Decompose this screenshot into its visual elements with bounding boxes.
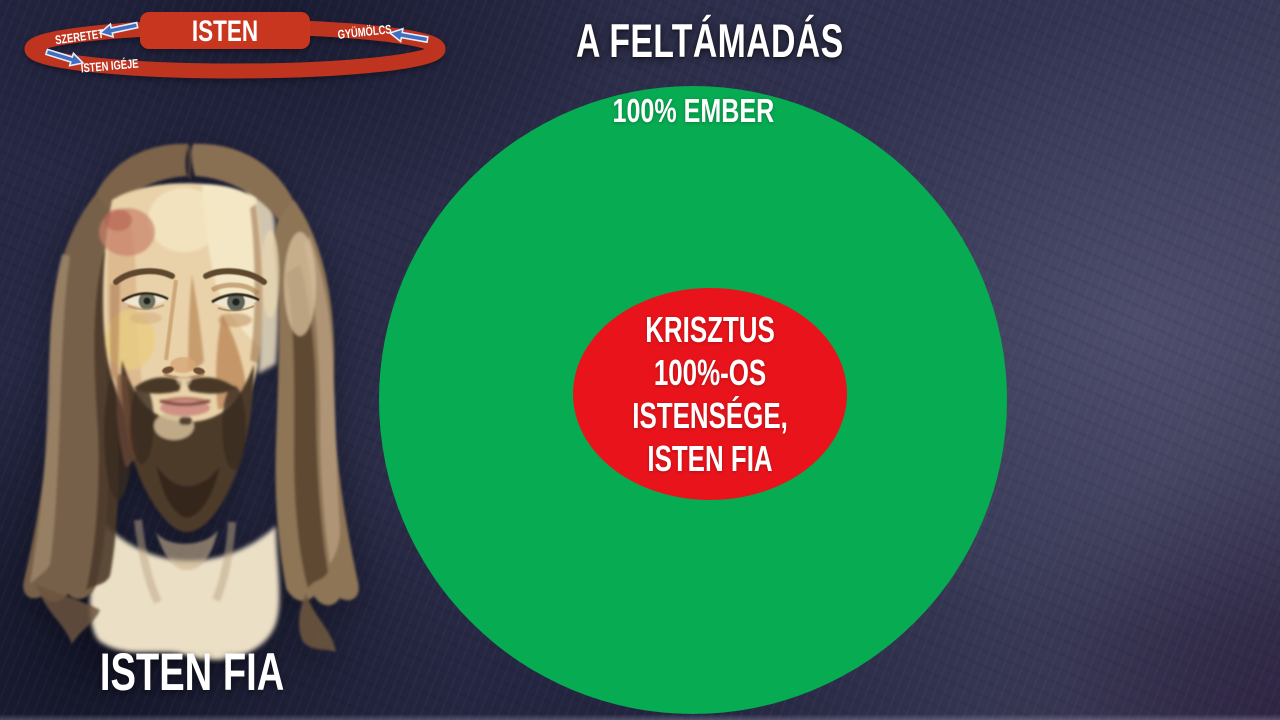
- portrait-features-layer: [113, 268, 267, 380]
- inner-ellipse-line: 100%-OS: [632, 351, 788, 394]
- cycle-label-gyumolcs: GYÜMÖLCS: [337, 22, 392, 42]
- portrait-beard-layer: [116, 360, 254, 604]
- cycle-center-label: ISTEN: [192, 14, 258, 48]
- outer-circle-label-text: 100% EMBER: [612, 92, 774, 129]
- cycle-diagram: ISTEN SZERETET GYÜMÖLCS ISTEN IGÉJE: [24, 12, 446, 79]
- inner-line-text-2: 100%-OS: [653, 352, 767, 393]
- inner-line-text-4: ISTEN FIA: [647, 438, 773, 479]
- cycle-label-szeretet: SZERETET: [54, 27, 105, 47]
- outer-circle-label: 100% EMBER: [379, 92, 1007, 130]
- portrait-face-layer: [99, 183, 264, 440]
- inner-ellipse-line: KRISZTUS: [620, 308, 800, 351]
- jesus-portrait: [23, 143, 359, 660]
- inner-line-text-1: KRISZTUS: [645, 309, 775, 350]
- inner-line-text-3: ISTENSÉGE,: [632, 395, 788, 436]
- slide-title-text: A FELTÁMADÁS: [576, 14, 844, 67]
- slide-title: A FELTÁMADÁS: [440, 13, 980, 68]
- portrait-caption: ISTEN FIA: [10, 642, 374, 703]
- inner-ellipse-krisztus: KRISZTUS 100%-OS ISTENSÉGE, ISTEN FIA: [573, 288, 847, 500]
- inner-ellipse-line: ISTEN FIA: [623, 437, 797, 480]
- portrait-caption-text: ISTEN FIA: [99, 643, 285, 702]
- inner-ellipse-line: ISTENSÉGE,: [602, 394, 818, 437]
- cycle-center-box: [140, 12, 310, 49]
- cycle-label-isten-igeje: ISTEN IGÉJE: [80, 56, 139, 76]
